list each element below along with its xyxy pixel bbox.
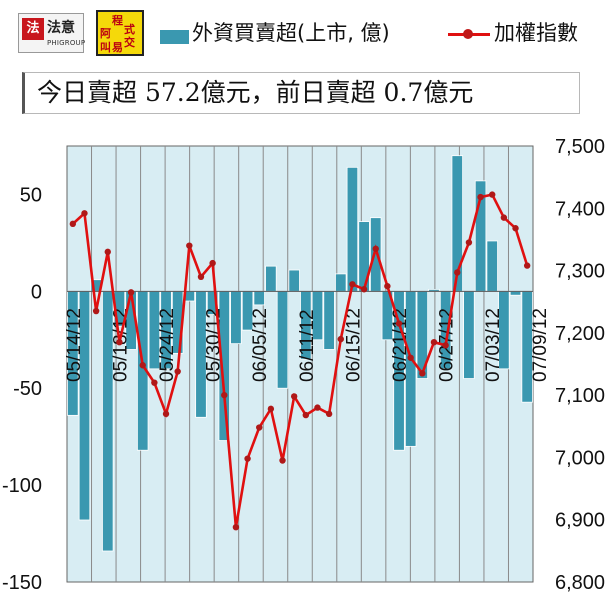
left-tick-label: 0 xyxy=(31,281,42,303)
badge-char: 式 xyxy=(124,23,135,36)
index-point xyxy=(174,368,181,375)
index-point xyxy=(302,411,310,419)
right-tick-label: 7,500 xyxy=(555,136,605,158)
left-tick-label: -100 xyxy=(2,475,42,497)
index-point xyxy=(349,281,356,288)
index-point xyxy=(407,354,414,361)
index-point xyxy=(430,339,438,346)
index-point xyxy=(360,286,368,293)
summary-text: 今日賣超 57.2億元，前日賣超 0.7億元 xyxy=(37,78,474,107)
bar-series xyxy=(67,155,533,552)
index-point xyxy=(442,342,449,349)
index-point xyxy=(512,225,519,232)
index-point xyxy=(221,391,228,399)
legend-line-marker xyxy=(463,29,473,39)
brand-logo: 法 法意 PHIGROUP xyxy=(18,13,86,53)
left-tick-label: 50 xyxy=(20,184,42,206)
brand-mark-icon: 法 xyxy=(22,18,44,40)
x-tick-label: 05/14/12 xyxy=(64,308,85,382)
index-point xyxy=(139,362,146,369)
index-point xyxy=(69,220,77,228)
bar xyxy=(369,217,382,292)
index-point xyxy=(500,214,508,221)
right-tick-label: 7,200 xyxy=(555,323,605,345)
right-tick-label: 6,900 xyxy=(555,510,605,532)
index-point xyxy=(337,335,344,343)
index-point xyxy=(489,191,496,198)
summary-box: 今日賣超 57.2億元，前日賣超 0.7億元 xyxy=(22,72,580,114)
x-tick-label: 06/11/12 xyxy=(297,309,318,382)
brand-sub: PHIGROUP xyxy=(47,39,86,47)
badge-char: 叫 xyxy=(100,41,111,54)
bar xyxy=(253,290,265,306)
badge-char: 易 xyxy=(112,41,123,54)
index-point xyxy=(256,424,263,431)
bar xyxy=(463,290,475,379)
x-tick-label: 07/03/12 xyxy=(483,308,504,382)
x-tick-label: 05/24/12 xyxy=(157,308,178,382)
badge-char: 程 xyxy=(112,14,123,27)
index-point xyxy=(197,273,205,280)
index-point xyxy=(232,523,240,531)
index-point xyxy=(127,289,135,296)
x-tick-label: 06/05/12 xyxy=(250,308,271,382)
bar xyxy=(276,290,289,389)
legend-line-label: 加權指數 xyxy=(494,21,578,45)
index-point xyxy=(81,210,88,217)
right-tick-label: 7,100 xyxy=(555,385,605,407)
x-tick-label: 07/09/12 xyxy=(530,308,551,382)
badge-char: 交 xyxy=(124,36,135,49)
right-tick-label: 6,800 xyxy=(555,572,605,594)
index-point xyxy=(92,307,100,315)
index-point xyxy=(244,455,251,462)
index-point xyxy=(395,320,403,327)
index-point xyxy=(523,262,531,269)
right-tick-label: 7,400 xyxy=(555,198,605,220)
bar xyxy=(230,290,242,345)
index-point xyxy=(162,410,170,418)
legend-bar-swatch xyxy=(160,30,189,44)
left-axis-ticks: -150 -100 -50 0 50 xyxy=(2,184,42,594)
index-point xyxy=(267,405,275,413)
index-point xyxy=(104,248,111,256)
bar xyxy=(288,269,300,292)
index-point xyxy=(325,410,333,418)
index-point xyxy=(384,282,391,290)
x-tick-label: 06/21/12 xyxy=(390,308,411,382)
index-point xyxy=(116,339,123,346)
left-tick-label: -150 xyxy=(2,572,42,594)
brand-name: 法意 xyxy=(47,20,75,36)
index-points xyxy=(69,191,531,531)
index-line xyxy=(71,193,529,528)
badge-char: 阿 xyxy=(100,27,111,40)
bar xyxy=(509,290,522,296)
index-point xyxy=(186,242,193,249)
index-point xyxy=(290,393,298,400)
bar xyxy=(335,273,347,292)
legend-bar-label: 外資買賣超(上市, 億) xyxy=(192,21,390,45)
bar xyxy=(486,240,498,292)
index-point xyxy=(419,370,426,377)
index-point xyxy=(372,245,379,252)
index-point xyxy=(279,457,286,464)
program-trading-badge: 程 式 交 易 阿 叫 xyxy=(96,10,144,56)
x-tick-label: 06/15/12 xyxy=(343,308,364,382)
right-tick-label: 7,300 xyxy=(555,261,605,283)
bar xyxy=(323,290,335,350)
bar xyxy=(265,265,277,292)
index-point xyxy=(465,239,473,246)
left-tick-label: -50 xyxy=(13,378,42,400)
index-point xyxy=(477,193,484,201)
index-point xyxy=(209,259,216,267)
index-point xyxy=(314,404,321,411)
index-point xyxy=(151,379,158,386)
index-point xyxy=(454,269,461,276)
right-axis-ticks: 6,800 6,900 7,000 7,100 7,200 7,300 7,400 7,500 xyxy=(555,136,605,594)
right-tick-label: 7,000 xyxy=(555,447,605,469)
bar xyxy=(346,166,359,292)
